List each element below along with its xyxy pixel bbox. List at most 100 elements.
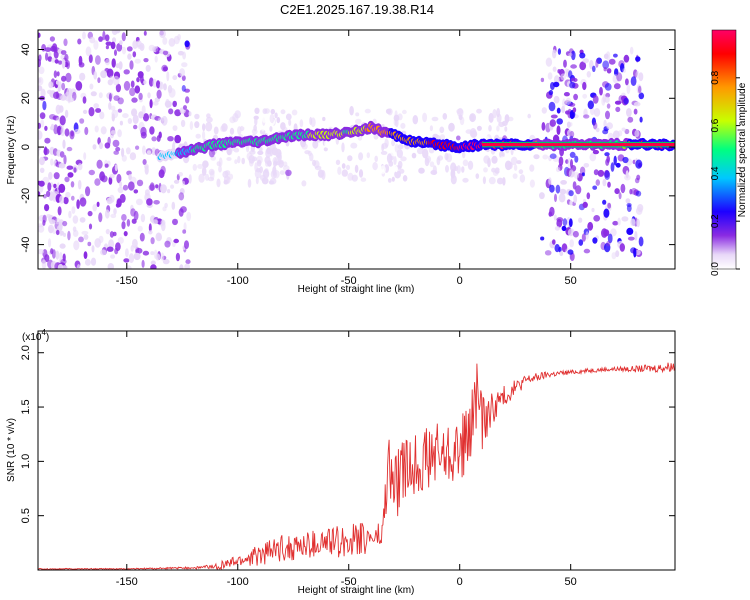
noise-speckle [154, 55, 158, 63]
noise-speckle [593, 108, 601, 117]
noise-speckle [582, 201, 588, 208]
noise-speckle [438, 178, 445, 184]
noise-speckle [464, 118, 469, 127]
noise-speckle [262, 108, 268, 115]
noise-speckle [82, 109, 88, 114]
noise-speckle [322, 116, 326, 122]
noise-speckle [615, 106, 621, 113]
noise-speckle [393, 114, 400, 122]
noise-speckle [84, 126, 89, 136]
noise-speckle [129, 87, 136, 97]
noise-speckle [148, 184, 156, 191]
noise-speckle [83, 251, 88, 259]
noise-speckle [110, 130, 116, 135]
noise-speckle [582, 81, 587, 91]
noise-speckle [344, 112, 349, 121]
snr-ylabel: SNR (10 * v/v) [6, 418, 17, 482]
noise-speckle [309, 152, 314, 162]
noise-speckle [47, 182, 52, 192]
noise-speckle [117, 186, 124, 194]
noise-speckle [264, 156, 271, 164]
noise-speckle [548, 177, 552, 185]
noise-speckle [177, 50, 184, 56]
noise-speckle [100, 249, 107, 256]
noise-speckle [157, 234, 162, 241]
noise-speckle [150, 260, 156, 266]
noise-speckle [144, 164, 149, 170]
noise-speckle [142, 145, 146, 155]
noise-speckle [179, 68, 186, 77]
noise-speckle [156, 89, 162, 99]
noise-speckle [131, 97, 138, 103]
noise-speckle [95, 55, 101, 65]
noise-speckle [572, 230, 579, 238]
noise-speckle [59, 243, 66, 249]
noise-speckle [115, 83, 121, 93]
noise-speckle [625, 198, 631, 204]
noise-speckle [491, 155, 498, 164]
noise-speckle [45, 52, 49, 61]
noise-speckle [323, 147, 328, 152]
noise-speckle [113, 208, 117, 215]
noise-speckle [46, 214, 52, 218]
noise-speckle [105, 41, 113, 46]
snr-xlabel: Height of straight line (km) [298, 585, 415, 596]
noise-speckle [621, 216, 629, 222]
noise-speckle [91, 245, 95, 253]
noise-speckle [384, 138, 389, 148]
noise-speckle [556, 125, 561, 135]
noise-speckle [57, 206, 62, 216]
noise-speckle [549, 119, 556, 127]
noise-speckle [151, 219, 159, 225]
noise-speckle [228, 173, 234, 180]
noise-speckle [456, 135, 461, 141]
noise-speckle [568, 169, 575, 178]
noise-speckle [44, 125, 48, 131]
y-tick-label: 0.5 [20, 508, 32, 523]
noise-speckle [95, 108, 102, 113]
noise-speckle [498, 121, 505, 128]
y-tick-label: 0 [20, 144, 32, 150]
noise-speckle [149, 126, 155, 135]
y-tick-label: 1.0 [20, 454, 32, 469]
noise-speckle [56, 71, 60, 77]
noise-speckle [140, 126, 147, 137]
noise-speckle [159, 30, 166, 39]
noise-speckle [402, 175, 408, 182]
noise-speckle [63, 154, 67, 165]
noise-speckle [506, 131, 511, 139]
noise-speckle [507, 161, 513, 170]
snr-multiplier: (x104) [22, 328, 49, 343]
noise-speckle [424, 157, 430, 167]
noise-speckle [89, 36, 96, 44]
noise-speckle [93, 103, 99, 109]
noise-speckle [462, 150, 466, 159]
noise-speckle [141, 105, 146, 115]
noise-speckle [567, 228, 574, 237]
noise-speckle [242, 122, 247, 128]
noise-speckle [470, 169, 475, 178]
noise-speckle [635, 159, 643, 169]
noise-speckle [487, 157, 491, 168]
noise-speckle [116, 173, 122, 184]
noise-speckle [569, 110, 575, 120]
noise-speckle [59, 195, 65, 204]
colorbar-tick-label: 0.0 [710, 262, 721, 276]
noise-speckle [499, 168, 504, 173]
x-tick-label: -100 [227, 576, 249, 588]
noise-speckle [629, 188, 633, 195]
noise-speckle [85, 46, 92, 57]
noise-speckle [156, 135, 161, 142]
noise-speckle [575, 185, 582, 195]
noise-speckle [133, 124, 138, 130]
noise-speckle [394, 143, 399, 153]
spectrogram-panel: -150 -100 -50 0 50 -40 -20 0 20 40 Height of stra… [6, 29, 676, 295]
noise-speckle [583, 163, 590, 168]
noise-speckle [90, 91, 97, 97]
noise-speckle [139, 43, 145, 51]
noise-speckle [64, 128, 70, 137]
noise-speckle [39, 156, 45, 166]
noise-speckle [260, 174, 266, 181]
noise-speckle [634, 130, 640, 138]
noise-speckle [625, 170, 629, 179]
